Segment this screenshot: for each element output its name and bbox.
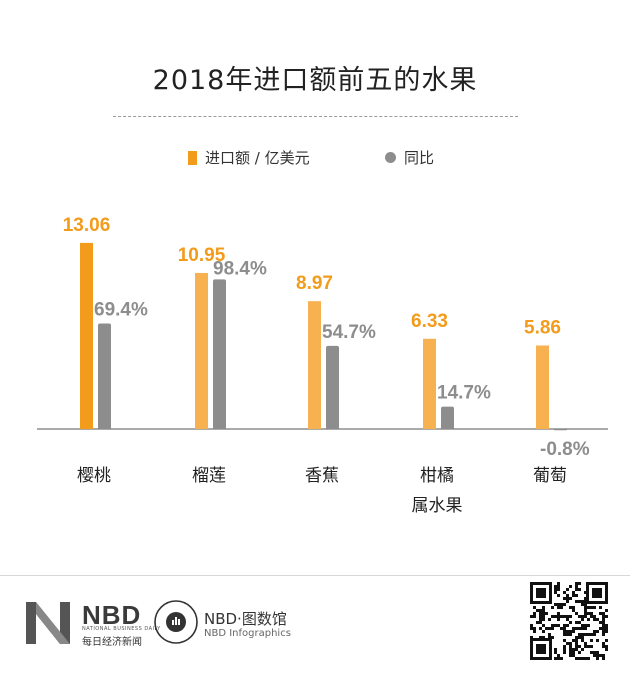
bar-import <box>80 242 93 429</box>
nbd-logo-chinese: 每日经济新闻 <box>82 637 142 648</box>
bar-yoy <box>326 345 339 429</box>
category-label: 榴莲 <box>192 466 226 486</box>
bar-import <box>195 272 208 429</box>
data-label-import: 6.33 <box>411 311 448 332</box>
footer-divider <box>0 575 630 576</box>
bar-yoy <box>213 279 226 429</box>
legend-swatch-yoy <box>385 152 396 163</box>
legend-item-yoy: 同比 <box>385 147 434 168</box>
legend: 进口额 / 亿美元 同比 <box>0 147 630 169</box>
category-label: 属水果 <box>412 496 463 516</box>
nbd-logo-text: NBD <box>82 600 142 630</box>
bar-yoy <box>98 323 111 429</box>
data-label-yoy: 54.7% <box>322 322 376 343</box>
nbd-infographics-logo: NBD·图数馆 NBD Infographics <box>152 598 302 646</box>
category-label: 樱桃 <box>77 466 111 486</box>
nbd-n-logo-icon <box>26 602 70 644</box>
bar-import <box>423 338 436 429</box>
legend-label-yoy: 同比 <box>404 149 435 167</box>
legend-label-import: 进口额 / 亿美元 <box>205 149 310 167</box>
data-label-import: 5.86 <box>524 317 561 338</box>
qr-code-icon <box>530 582 608 660</box>
data-label-import: 13.06 <box>63 215 111 236</box>
bar-import <box>308 301 321 429</box>
data-label-yoy: -0.8% <box>540 439 590 460</box>
legend-item-import: 进口额 / 亿美元 <box>188 147 310 168</box>
bar-yoy <box>554 429 567 431</box>
data-label-import: 10.95 <box>178 245 226 266</box>
infographics-logo-text: NBD·图数馆 <box>204 610 287 628</box>
title-divider <box>113 116 518 117</box>
infographics-logo-english: NBD Infographics <box>204 628 291 639</box>
bar-import <box>536 345 549 429</box>
category-label: 葡萄 <box>533 466 567 486</box>
data-label-yoy: 14.7% <box>437 383 491 404</box>
data-label-import: 8.97 <box>296 273 333 294</box>
category-label: 柑橘 <box>420 466 454 486</box>
data-label-yoy: 98.4% <box>213 258 267 279</box>
nbd-logo-subtitle: NATIONAL BUSINESS DAILY <box>82 626 161 632</box>
infographics-circle-logo-icon <box>154 600 198 644</box>
nbd-logo: NBD NATIONAL BUSINESS DAILY 每日经济新闻 <box>24 600 160 648</box>
legend-swatch-import <box>188 150 197 165</box>
category-label: 香蕉 <box>305 466 339 486</box>
data-label-yoy: 69.4% <box>94 300 148 321</box>
chart-title: 2018年进口额前五的水果 <box>152 65 478 96</box>
bar-yoy <box>441 406 454 429</box>
